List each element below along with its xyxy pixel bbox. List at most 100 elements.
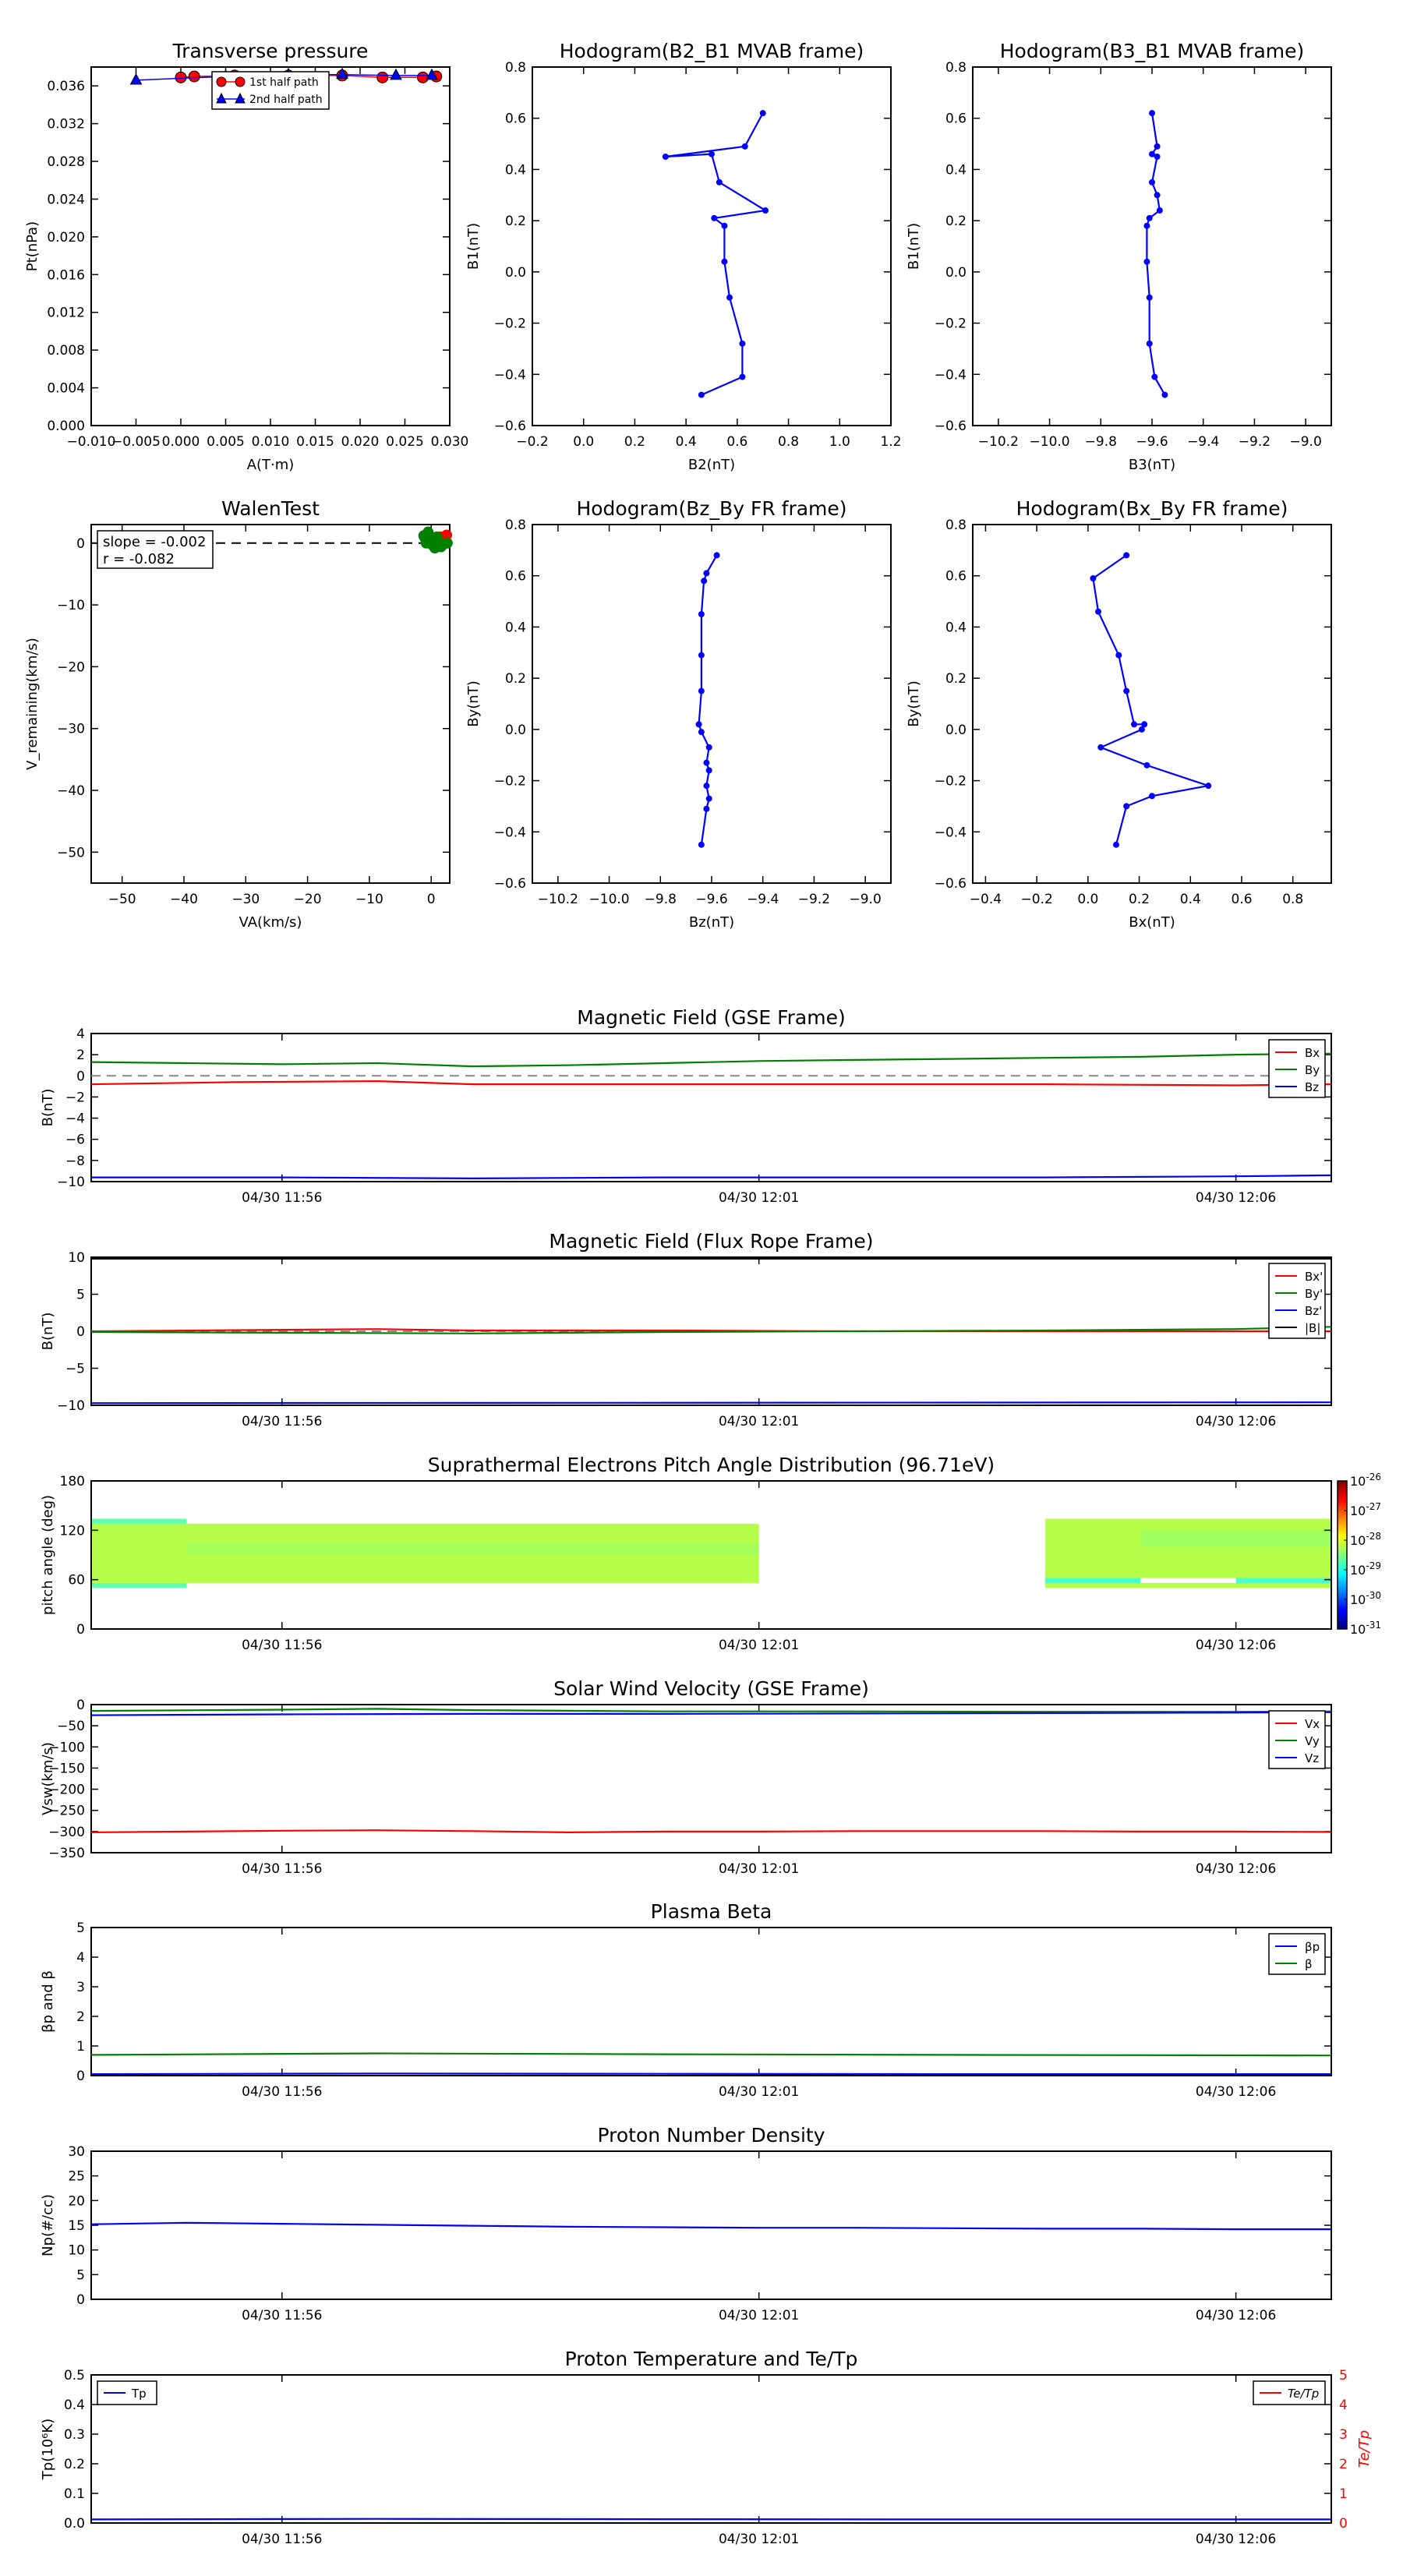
y-axis-label: Pt(nPa) (24, 221, 41, 271)
x-tick-label: 0.000 (162, 434, 200, 450)
chart-timeseries-t7: Proton Temperature and Te/Tp 0.0 0.1 0.2 0.3… (40, 2348, 1373, 2547)
y-tick-label: 15 (68, 2218, 85, 2234)
legend-label: 2nd half path (249, 94, 323, 106)
chart-title: Plasma Beta (651, 1900, 772, 1923)
y-tick-label: 0.8 (505, 518, 526, 533)
chart-hodogram-p6: Hodogram(Bx_By FR frame)−0.6−0.4−0.20.00… (906, 497, 1332, 931)
y-tick-label: −0.6 (935, 876, 967, 892)
x-tick-label: −9.6 (695, 892, 727, 907)
data-point (698, 729, 705, 736)
colorbar-tick-label: 10-26 (1350, 1472, 1381, 1489)
y-tick-label: 0.4 (505, 620, 526, 635)
series-line-Vy (91, 1708, 1331, 1713)
data-point (703, 759, 710, 766)
series-line-Bx (91, 1080, 1331, 1087)
y-tick-label: 0.0 (505, 723, 526, 738)
data-point (1149, 110, 1155, 117)
plot-frame (90, 2150, 1332, 2300)
y-tick-label: 0 (76, 536, 85, 552)
x-tick-label: −40 (170, 892, 198, 907)
chart-transverse-pressure: Transverse pressure 0.000 0.004 0.008 0.012 0… (24, 40, 468, 473)
x-tick-label: 04/30 11:56 (242, 2532, 322, 2547)
y-tick-label: −8 (65, 1154, 85, 1169)
colorbar-base: 10 (1350, 1622, 1366, 1637)
data-point (703, 570, 710, 577)
data-point (1141, 721, 1148, 728)
y-tick-label: −0.2 (494, 774, 526, 790)
colorbar-tick-label: 10-31 (1350, 1620, 1381, 1637)
x-tick-label: 04/30 12:01 (719, 2308, 799, 2323)
x-tick-label: −0.2 (1021, 892, 1053, 907)
y-tick-label: 0.5 (64, 2368, 85, 2383)
y2-tick-label: 0 (1339, 2516, 1348, 2532)
y-tick-label: −50 (57, 1719, 85, 1734)
x-tick-label: −9.4 (747, 892, 779, 907)
data-point (705, 767, 712, 774)
y2-tick-label: 3 (1339, 2427, 1348, 2443)
data-point (1149, 150, 1155, 157)
colorbar-tick-label: 10-28 (1350, 1531, 1381, 1548)
data-point (1149, 178, 1155, 186)
y-tick-label: 0.8 (945, 518, 967, 533)
x-tick-label: 04/30 11:56 (242, 1638, 322, 1653)
x-tick-label: −50 (108, 892, 136, 907)
legend-marker (216, 92, 227, 104)
series-line-Bz (91, 1174, 1331, 1180)
series-line-0 (91, 2221, 1331, 2231)
y2-tick-label: 1 (1339, 2486, 1348, 2502)
y-tick-label: 0 (76, 1069, 85, 1084)
y-tick-label: 0.1 (64, 2486, 85, 2502)
marks (91, 1708, 1331, 1833)
r-annotation: r = -0.082 (103, 551, 175, 567)
chart-timeseries-t2: Magnetic Field (Flux Rope Frame) −10 −5 0 5 1… (40, 1230, 1332, 1429)
data-point (1131, 721, 1137, 728)
data-point (701, 578, 708, 585)
series-line-By' (91, 1326, 1331, 1334)
chart-timeseries-t6: Proton Number Density 0 5 10 15 20 25 30 04/30 1… (40, 2124, 1332, 2323)
y-tick-label: 0.2 (64, 2457, 85, 2472)
y-tick-label: −0.2 (935, 774, 967, 790)
x-tick-label: 04/30 12:01 (719, 2532, 799, 2547)
x-tick-label: −9.2 (1239, 434, 1270, 450)
data-point (721, 222, 728, 229)
chart-hodogram-p2: Hodogram(B2_B1 MVAB frame) −0.6 −0.4 −0.2 0.… (465, 40, 902, 473)
y-tick-label: 5 (76, 2267, 85, 2283)
legend-box (211, 71, 330, 110)
data-point (1123, 803, 1130, 810)
x-tick-label: 0.005 (207, 434, 245, 450)
x-tick-label: −9.8 (1085, 434, 1117, 450)
chart-title: Suprathermal Electrons Pitch Angle Distr… (428, 1454, 995, 1476)
x-tick-label: 0.8 (778, 434, 799, 450)
heatmap-cell (1044, 1578, 1141, 1583)
y-tick-label: 0.2 (505, 671, 526, 687)
x-tick-label: 04/30 12:01 (719, 1861, 799, 1877)
x-tick-label: 0.6 (726, 434, 747, 450)
chart-title: Proton Number Density (598, 2124, 825, 2147)
x-tick-label: −10 (355, 892, 383, 907)
legend-marker (216, 76, 227, 87)
colorbar-exponent: -30 (1366, 1590, 1381, 1601)
data-point (1123, 552, 1130, 559)
y-tick-label: −4 (65, 1111, 85, 1127)
chart-title: WalenTest (221, 497, 320, 520)
plot-frame (972, 66, 1332, 426)
x-tick-label: 04/30 12:06 (1196, 1414, 1276, 1429)
x-tick-label: 04/30 12:01 (719, 1638, 799, 1653)
series-line-Vz (91, 1711, 1331, 1716)
data-point (418, 530, 429, 542)
colorbar-base: 10 (1350, 1563, 1366, 1578)
legend-box (1268, 1933, 1326, 1975)
y-axis-label: B(nT) (40, 1089, 56, 1127)
series-line-Bx' (91, 1328, 1331, 1333)
x-tick-label: −9.8 (645, 892, 677, 907)
x-tick-label: −0.4 (970, 892, 1002, 907)
chart-title: Hodogram(Bx_By FR frame) (1016, 497, 1288, 520)
y-tick-label: 10 (68, 2243, 85, 2259)
y-tick-label: 0.028 (47, 154, 85, 170)
series-line-Bz' (91, 1401, 1331, 1405)
plot-frame (90, 524, 451, 884)
y-tick-label: 0.012 (47, 306, 85, 321)
x-tick-label: 0.2 (1129, 892, 1150, 907)
x-tick-label: −9.2 (798, 892, 830, 907)
chart-title: Magnetic Field (GSE Frame) (577, 1006, 845, 1029)
